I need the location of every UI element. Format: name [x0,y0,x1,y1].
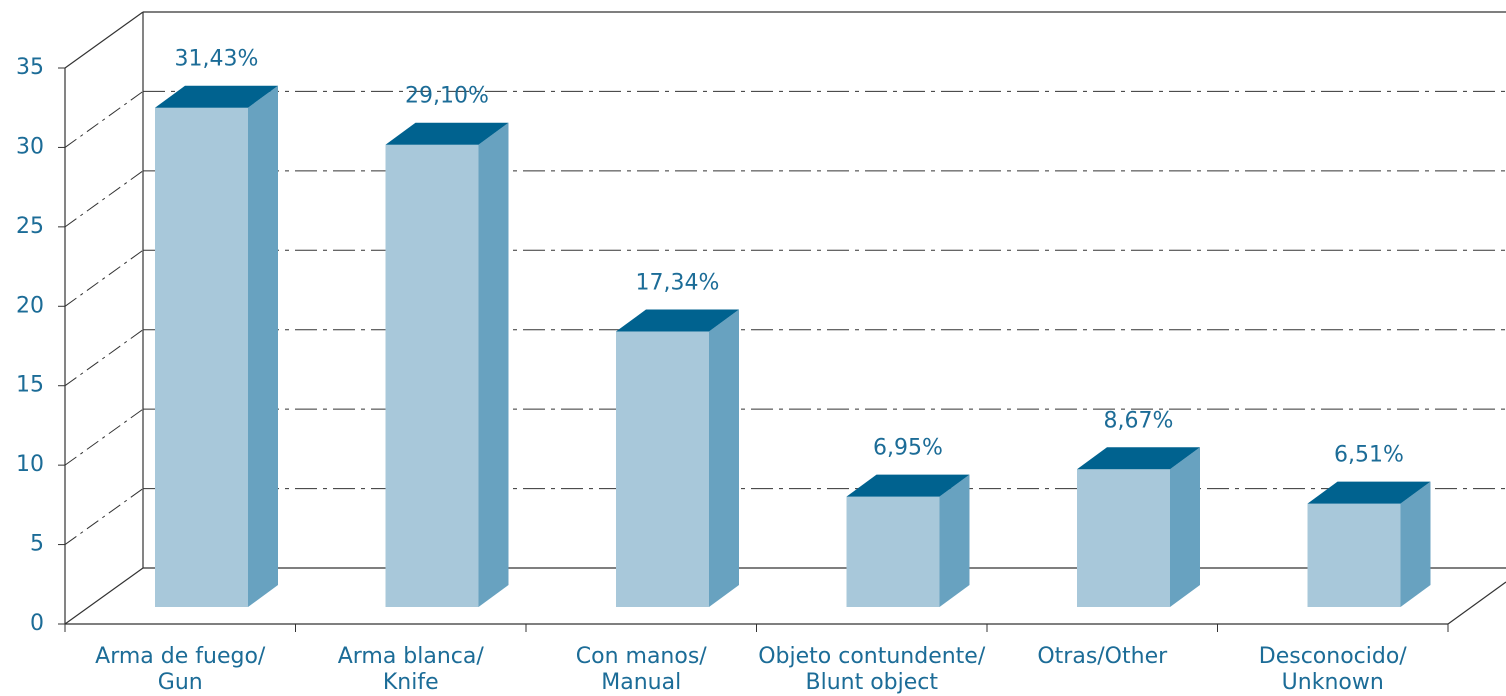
y-tick-label: 5 [30,532,44,557]
bar-side [1400,481,1431,607]
x-tick-label: Knife [383,670,439,695]
bar-side [478,122,509,608]
bar-top [1307,481,1431,504]
value-label: 8,67% [1104,408,1174,433]
value-label: 17,34% [636,271,720,296]
bar [616,331,709,607]
y-tick-label: 0 [30,611,44,636]
bar-top [155,85,278,108]
x-tick-label: Con manos/ [576,644,708,669]
bar-top [616,309,739,332]
value-label: 6,51% [1334,443,1404,468]
y-tick-label: 35 [16,55,44,80]
x-tick-label: Manual [601,670,681,695]
grid-line-side [64,249,144,307]
bar-side [939,474,970,607]
bar [846,496,940,607]
bar [1077,469,1170,607]
floor-right [1447,581,1506,625]
x-tick-label: Arma de fuego/ [95,644,266,669]
grid-line-side [64,408,144,466]
bar [155,107,248,607]
y-tick-label: 10 [16,452,44,477]
x-tick-label: Blunt object [805,670,938,695]
grid-line-side [64,488,144,545]
value-label: 6,95% [873,436,943,461]
x-tick-label: Gun [158,670,203,695]
x-tick-label: Desconocido/ [1259,644,1408,669]
y-tick-label: 30 [16,134,44,159]
bar-top [1077,447,1200,470]
y-tick-label: 20 [16,293,44,318]
grid-line-side [64,170,144,228]
bar [385,144,479,607]
value-label: 31,43% [175,47,259,72]
y-tick-label: 15 [16,373,44,398]
x-tick-label: Unknown [1282,670,1384,695]
x-tick-label: Otras/Other [1037,644,1168,669]
bar-top [385,122,509,145]
grid-line-side [64,329,144,387]
bar-side [248,85,278,608]
floor-left [64,567,144,625]
x-tick-label: Objeto contundente/ [758,644,986,669]
grid-line-side [64,91,144,148]
bar-top [846,474,970,497]
bar-side [709,309,739,607]
bar-side [1170,447,1200,607]
side-top [64,11,144,69]
value-label: 29,10% [405,84,489,109]
x-tick-label: Arma blanca/ [338,644,485,669]
y-tick-label: 25 [16,214,44,239]
bar [1307,503,1401,607]
